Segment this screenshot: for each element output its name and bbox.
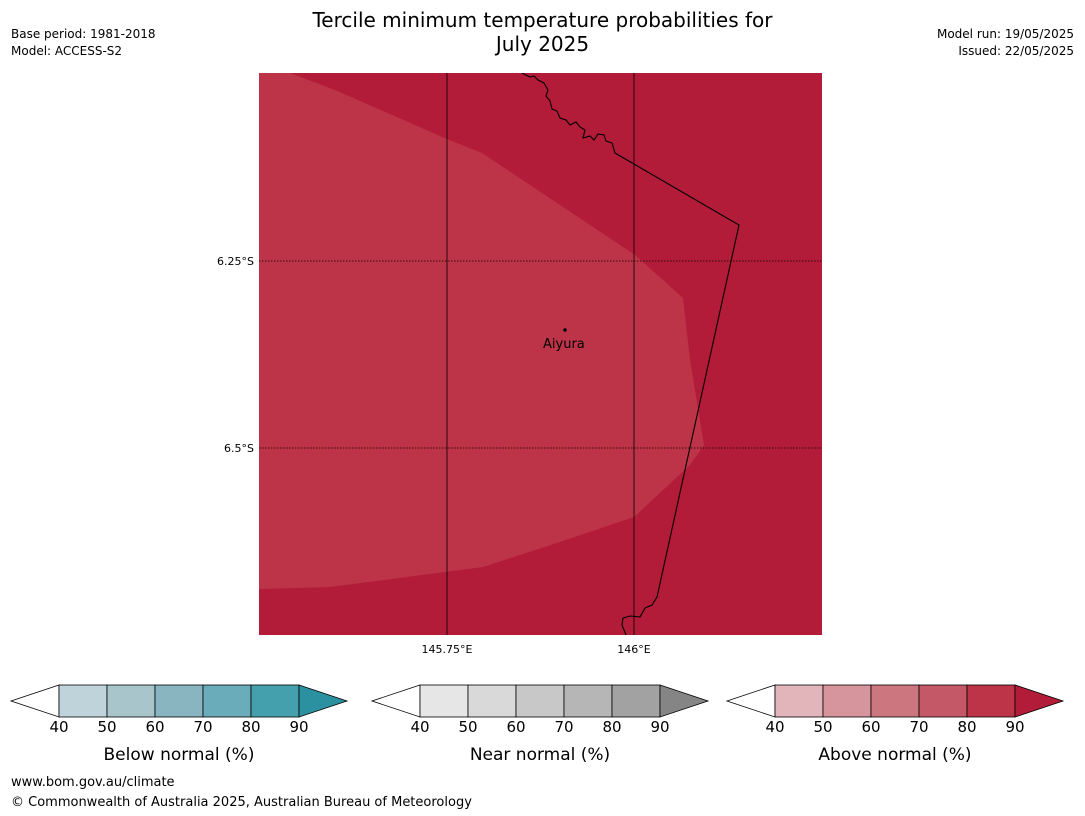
model-text: Model: ACCESS-S2 bbox=[11, 44, 123, 58]
colorbar-tick-label: 40 bbox=[49, 718, 69, 736]
colorbar-arrow-high bbox=[298, 684, 349, 718]
colorbar-segment bbox=[870, 684, 920, 718]
map-title: Tercile minimum temperature probabilitie… bbox=[200, 8, 885, 56]
colorbar-title-above: Above normal (%) bbox=[818, 745, 972, 765]
colorbar-tick-label: 70 bbox=[554, 718, 574, 736]
colorbar-tick-label: 40 bbox=[410, 718, 430, 736]
colorbar-segment bbox=[611, 684, 661, 718]
map-area bbox=[259, 73, 822, 635]
probability-region-80 bbox=[259, 73, 704, 589]
province-boundary bbox=[521, 73, 740, 635]
meta-left: Base period: 1981-2018 Model: ACCESS-S2 bbox=[11, 26, 156, 60]
colorbar-arrow-high bbox=[1014, 684, 1065, 718]
colorbar-arrow-low bbox=[725, 684, 776, 718]
colorbar-segment bbox=[563, 684, 613, 718]
colorbar-title-below: Below normal (%) bbox=[103, 745, 255, 765]
place-label-aiyura: Aiyura bbox=[543, 337, 585, 352]
colorbar-segment bbox=[154, 684, 204, 718]
colorbar-tick-label: 70 bbox=[193, 718, 213, 736]
lon-label-146: 146°E bbox=[617, 643, 651, 656]
model-run-text: Model run: 19/05/2025 bbox=[936, 27, 1074, 41]
colorbar-title-near: Near normal (%) bbox=[469, 745, 611, 765]
colorbar-tick-label: 90 bbox=[289, 718, 309, 736]
meta-right: Model run: 19/05/2025 Issued: 22/05/2025 bbox=[937, 26, 1074, 60]
colorbar-tick-label: 50 bbox=[97, 718, 117, 736]
colorbar-tick-label: 60 bbox=[506, 718, 526, 736]
lat-label-6-25: 6.25°S bbox=[217, 255, 254, 268]
colorbar-below bbox=[9, 684, 349, 718]
colorbar-segment bbox=[250, 684, 300, 718]
colorbar-tick-label: 70 bbox=[909, 718, 929, 736]
colorbar-segment bbox=[106, 684, 156, 718]
colorbar-segment bbox=[966, 684, 1016, 718]
map-title-line2: July 2025 bbox=[495, 32, 590, 56]
lat-label-6-5: 6.5°S bbox=[224, 442, 254, 455]
colorbar-tick-label: 80 bbox=[241, 718, 261, 736]
colorbar-segment bbox=[774, 684, 824, 718]
footer-copyright: © Commonwealth of Australia 2025, Austra… bbox=[11, 795, 472, 810]
colorbar-tick-label: 40 bbox=[765, 718, 785, 736]
colorbar-segment bbox=[202, 684, 252, 718]
lon-label-145-75: 145.75°E bbox=[421, 643, 473, 656]
colorbar-segment bbox=[419, 684, 469, 718]
colorbar-segment bbox=[822, 684, 872, 718]
colorbar-segment bbox=[515, 684, 565, 718]
colorbar-segment bbox=[58, 684, 108, 718]
colorbar-above bbox=[725, 684, 1065, 718]
colorbar-tick-label: 90 bbox=[1005, 718, 1025, 736]
footer-url: www.bom.gov.au/climate bbox=[11, 775, 175, 790]
colorbar-arrow-high bbox=[659, 684, 710, 718]
colorbar-segment bbox=[918, 684, 968, 718]
base-period-text: Base period: 1981-2018 bbox=[11, 27, 156, 41]
colorbar-tick-label: 60 bbox=[861, 718, 881, 736]
issued-text: Issued: 22/05/2025 bbox=[958, 44, 1074, 58]
colorbar-tick-label: 50 bbox=[813, 718, 833, 736]
colorbar-arrow-low bbox=[9, 684, 60, 718]
colorbar-tick-label: 90 bbox=[650, 718, 670, 736]
colorbar-near bbox=[370, 684, 710, 718]
colorbar-tick-label: 80 bbox=[602, 718, 622, 736]
colorbar-tick-label: 50 bbox=[458, 718, 478, 736]
town-marker bbox=[563, 328, 567, 332]
map-title-line1: Tercile minimum temperature probabilitie… bbox=[312, 8, 773, 32]
colorbar-group bbox=[9, 684, 1065, 718]
colorbar-tick-label: 80 bbox=[957, 718, 977, 736]
colorbar-arrow-low bbox=[370, 684, 421, 718]
colorbar-segment bbox=[467, 684, 517, 718]
colorbar-tick-label: 60 bbox=[145, 718, 165, 736]
